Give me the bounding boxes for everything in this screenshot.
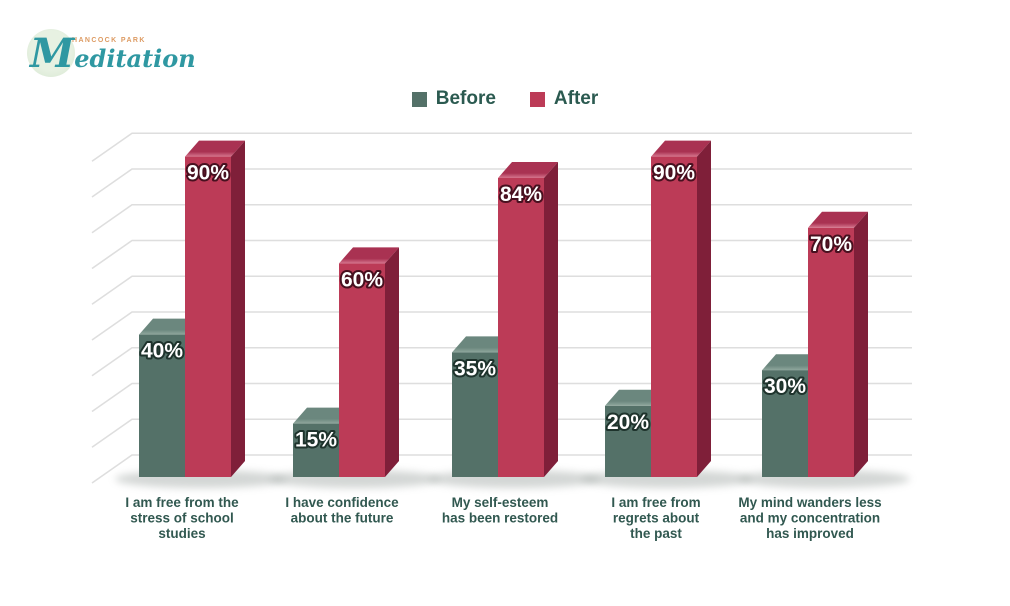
bar-before-0 <box>139 334 185 477</box>
legend-label-after: After <box>553 88 599 109</box>
logo-circle <box>27 29 75 77</box>
category-label-1: I have confidence about the future <box>285 495 399 526</box>
value-label-after-1: 60% <box>341 268 383 291</box>
value-label-after-3: 90% <box>653 162 695 185</box>
bar-after-1-top-face <box>339 247 399 264</box>
legend-item-before: Before <box>411 88 496 110</box>
bar-before-1-top-face <box>293 407 353 424</box>
legend-swatch-before-icon <box>411 91 427 107</box>
value-label-after-2: 84% <box>500 183 542 206</box>
value-label-before-1: 15% <box>295 429 337 452</box>
category-label-4: My mind wanders less and my concentration… <box>738 495 881 541</box>
gridline-90 <box>91 132 912 162</box>
bar-after-2-side-face <box>544 161 558 477</box>
bar-before-0-top-face <box>139 318 199 335</box>
chart-legend: Before After <box>0 88 1010 110</box>
value-label-before-4: 30% <box>764 375 806 398</box>
category-label-2: My self-esteem has been restored <box>442 495 558 526</box>
bar-after-1 <box>339 263 385 477</box>
bar-after-0-side-face <box>231 140 245 477</box>
bar-before-4-top-face <box>762 354 822 371</box>
bar-after-4-side-face <box>854 211 868 478</box>
bar-before-3 <box>605 405 651 477</box>
bar-before-2 <box>452 352 498 477</box>
value-label-after-0: 90% <box>187 162 229 185</box>
brand-logo: HANCOCK PARK Meditation <box>0 0 220 90</box>
bar-after-0-top-face <box>185 140 245 157</box>
bar-after-4-top-face <box>808 211 868 228</box>
logo-brand-name-top: HANCOCK PARK <box>72 37 146 44</box>
bar-after-2 <box>498 177 544 477</box>
bar-before-4 <box>762 370 808 477</box>
category-label-0: I am free from the stress of school studie… <box>125 495 239 541</box>
bar-after-3-top-face <box>651 140 711 157</box>
value-label-after-4: 70% <box>810 233 852 256</box>
legend-item-after: After <box>529 88 599 110</box>
value-label-before-3: 20% <box>607 411 649 434</box>
legend-label-before: Before <box>435 88 496 109</box>
legend-swatch-after-icon <box>529 91 545 107</box>
bar-before-2-top-face <box>452 336 512 353</box>
value-label-before-0: 40% <box>141 340 183 363</box>
logo-brand-name-script: Meditation <box>30 30 196 77</box>
bar-before-1 <box>293 423 339 477</box>
bar-before-3-top-face <box>605 389 665 406</box>
value-label-before-2: 35% <box>454 357 496 380</box>
bar-after-1-side-face <box>385 247 399 477</box>
bar-after-4 <box>808 227 854 477</box>
bar-after-0 <box>185 156 231 477</box>
bar-after-2-top-face <box>498 161 558 178</box>
bar-after-3 <box>651 156 697 477</box>
bar-after-3-side-face <box>697 140 711 477</box>
category-label-3: I am free from regrets about the past <box>611 495 700 541</box>
